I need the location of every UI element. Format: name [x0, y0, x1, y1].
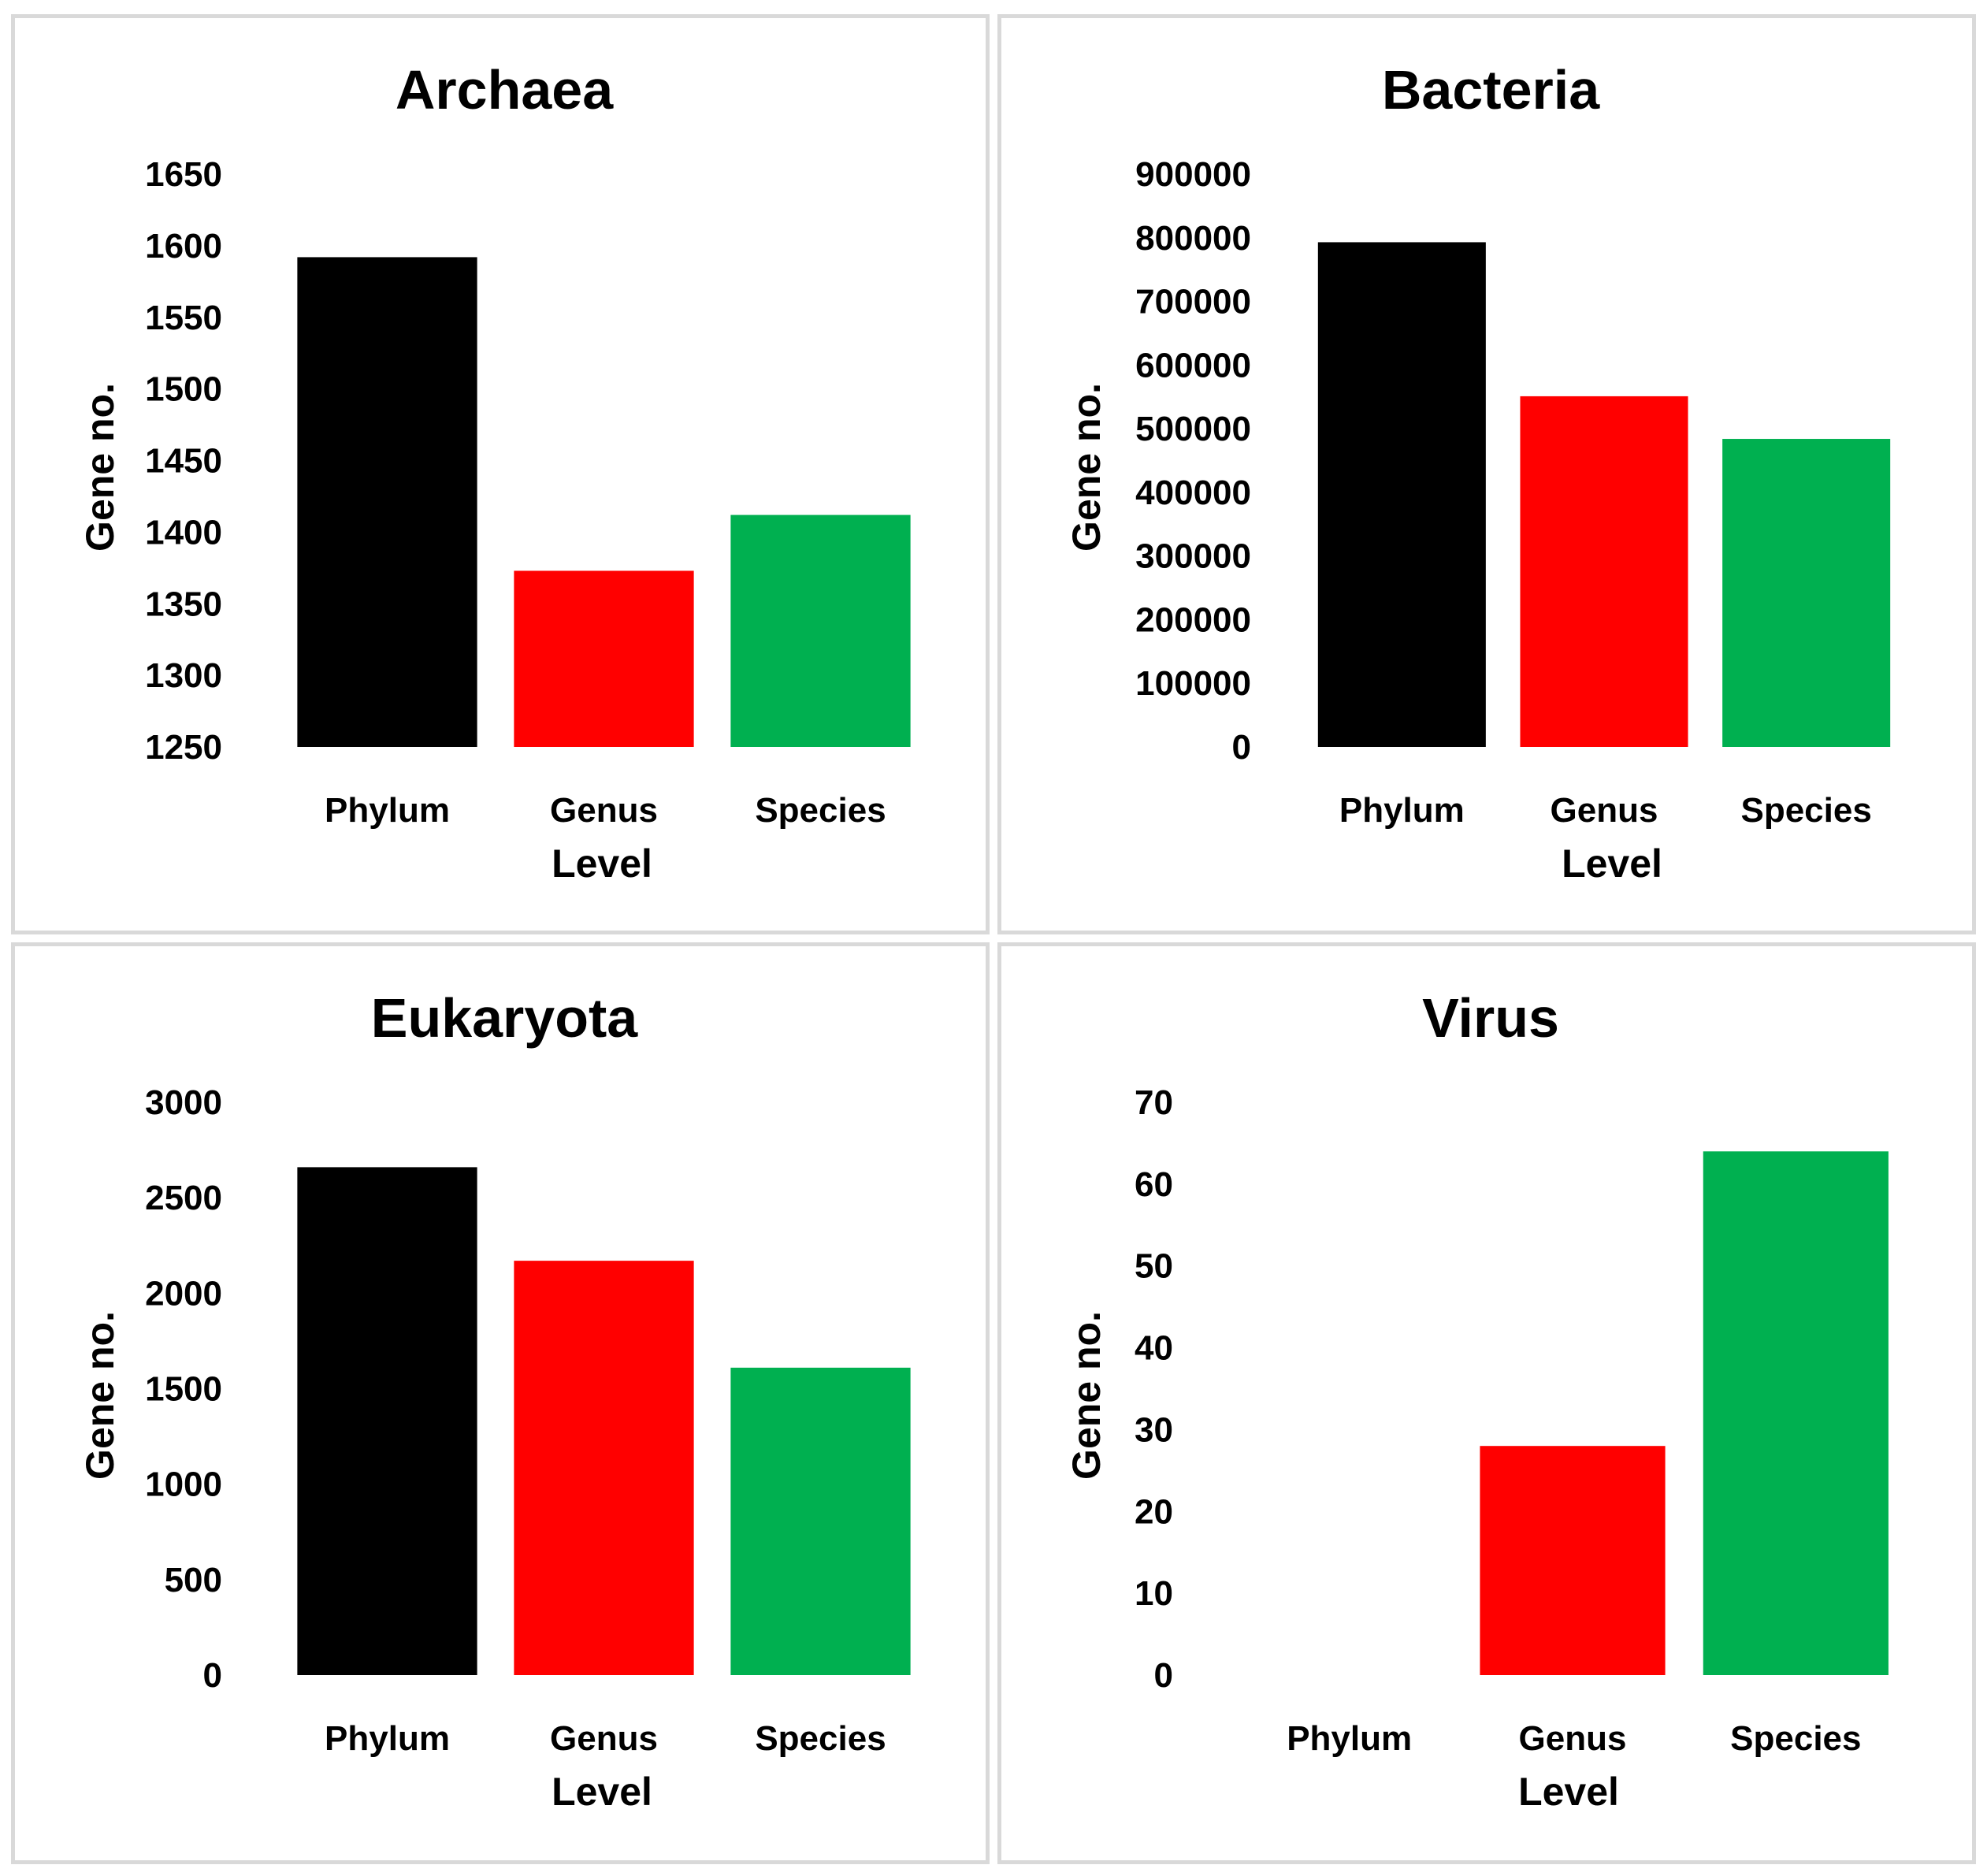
y-tick-label: 1500 — [145, 370, 222, 409]
y-tick-label: 2500 — [145, 1179, 222, 1217]
y-tick-label: 500000 — [1135, 410, 1251, 448]
bar-species — [730, 515, 911, 747]
y-tick-label: 50 — [1135, 1247, 1173, 1286]
y-tick-label: 1650 — [145, 155, 222, 194]
bar-phylum — [1317, 242, 1486, 747]
y-tick-label: 60 — [1135, 1165, 1173, 1204]
y-axis-label: Gene no. — [78, 383, 122, 552]
chart-title: Bacteria — [1382, 59, 1600, 121]
x-axis-label: Level — [552, 841, 652, 886]
x-axis-label: Level — [552, 1770, 652, 1814]
x-tick-label: Genus — [550, 1719, 658, 1758]
y-tick-label: 1450 — [145, 442, 222, 481]
y-tick-label: 1350 — [145, 585, 222, 623]
y-tick-label: 1300 — [145, 656, 222, 695]
bar-genus — [514, 570, 694, 747]
chart-bacteria: Bacteria Gene no. Level 0 100000 200000 300… — [1064, 59, 1891, 886]
bar-species — [1722, 439, 1891, 747]
chart-panel-archaea: Archaea Gene no. Level 1250 1300 1350 1400 1… — [11, 14, 990, 934]
y-tick-label: 1400 — [145, 513, 222, 552]
x-tick-label: Species — [1730, 1719, 1861, 1758]
y-tick-label: 70 — [1135, 1083, 1173, 1122]
y-tick-label: 1600 — [145, 227, 222, 266]
plot-area: 0 10 20 30 40 50 60 70 Phylum Genus Species — [1135, 1083, 1889, 1758]
x-axis-label: Level — [1518, 1770, 1619, 1814]
x-tick-label: Phylum — [325, 791, 450, 830]
chart-panel-virus: Virus Gene no. Level 0 10 20 30 40 50 60 70 Phyl… — [997, 942, 1976, 1864]
x-tick-label: Genus — [1551, 791, 1658, 830]
x-tick-label: Genus — [550, 791, 658, 830]
y-tick-label: 1250 — [145, 728, 222, 767]
bar-species — [1703, 1151, 1889, 1675]
y-tick-label: 40 — [1135, 1329, 1173, 1368]
y-tick-label: 400000 — [1135, 474, 1251, 512]
chart-panel-eukaryota: Eukaryota Gene no. Level 0 500 1000 1500 200… — [11, 942, 990, 1864]
chart-title: Virus — [1422, 987, 1559, 1049]
bar-phylum — [297, 1167, 477, 1675]
bar-phylum — [297, 257, 477, 747]
bar-genus — [514, 1261, 694, 1675]
plot-area: 0 500 1000 1500 2000 2500 3000 Phylum Genus Speci… — [145, 1083, 911, 1758]
y-axis-label: Gene no. — [1064, 1311, 1109, 1480]
y-tick-label: 0 — [203, 1656, 222, 1695]
y-tick-label: 2000 — [145, 1274, 222, 1313]
y-tick-label: 20 — [1135, 1492, 1173, 1531]
y-tick-label: 3000 — [145, 1083, 222, 1122]
chart-eukaryota: Eukaryota Gene no. Level 0 500 1000 1500 200… — [78, 987, 911, 1814]
chart-archaea: Archaea Gene no. Level 12501300135014001… — [78, 59, 911, 886]
chart-title: Archaea — [396, 59, 614, 121]
chart-panel-bacteria: Bacteria Gene no. Level 0 100000 200000 300… — [997, 14, 1976, 934]
y-tick-label: 600000 — [1135, 346, 1251, 384]
y-tick-label: 0 — [1154, 1656, 1173, 1695]
y-axis-label: Gene no. — [78, 1311, 122, 1480]
y-tick-label: 900000 — [1135, 155, 1251, 194]
y-tick-label: 1500 — [145, 1370, 222, 1409]
x-tick-label: Genus — [1519, 1719, 1627, 1758]
x-tick-label: Species — [1740, 791, 1871, 830]
chart-title: Eukaryota — [371, 987, 639, 1049]
bar-genus — [1520, 396, 1688, 747]
y-tick-label: 1000 — [145, 1466, 222, 1504]
y-tick-label: 1550 — [145, 299, 222, 337]
plot-area: 0 100000 200000 300000 400000 500000 600000 700… — [1135, 155, 1891, 830]
x-tick-label: Species — [755, 791, 886, 830]
x-tick-label: Species — [755, 1719, 886, 1758]
y-tick-label: 700000 — [1135, 283, 1251, 321]
plot-area: 1250 1300 1350 1400 1450 1500 1550 1600 1650 Phyl… — [145, 155, 911, 830]
chart-virus: Virus Gene no. Level 0 10 20 30 40 50 60 70 Phyl… — [1064, 987, 1889, 1814]
y-tick-label: 30 — [1135, 1410, 1173, 1449]
y-tick-label: 800000 — [1135, 219, 1251, 258]
y-tick-label: 10 — [1135, 1574, 1173, 1613]
x-tick-label: Phylum — [1339, 791, 1465, 830]
x-axis-label: Level — [1562, 841, 1662, 886]
y-tick-label: 0 — [1232, 728, 1251, 767]
bar-genus — [1480, 1446, 1666, 1675]
x-tick-label: Phylum — [1287, 1719, 1412, 1758]
x-tick-label: Phylum — [325, 1719, 450, 1758]
y-tick-label: 200000 — [1135, 600, 1251, 639]
y-axis-label: Gene no. — [1064, 383, 1109, 552]
y-tick-label: 300000 — [1135, 537, 1251, 576]
bar-species — [730, 1367, 911, 1675]
y-tick-label: 100000 — [1135, 664, 1251, 703]
y-tick-label: 500 — [165, 1561, 222, 1599]
